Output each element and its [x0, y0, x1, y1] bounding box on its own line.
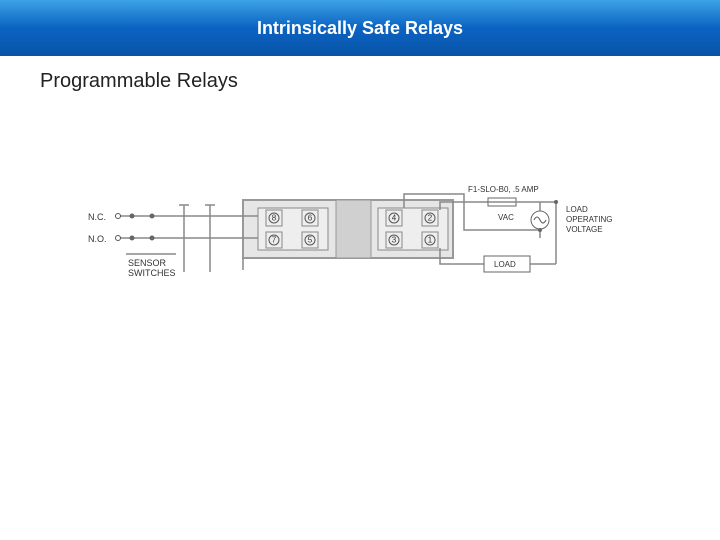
terminal-1: 1	[422, 232, 438, 248]
label-load-op-2: OPERATING	[566, 215, 613, 224]
label-switches: SWITCHES	[128, 268, 176, 278]
no-open-terminal-icon	[116, 236, 121, 241]
svg-text:3: 3	[392, 236, 397, 245]
terminal-8: 8	[266, 210, 282, 226]
label-no: N.O.	[88, 234, 107, 244]
svg-text:5: 5	[308, 236, 313, 245]
label-nc: N.C.	[88, 212, 106, 222]
node-nc-a	[130, 214, 135, 219]
slide-header: Intrinsically Safe Relays	[0, 0, 720, 56]
node-no-a	[130, 236, 135, 241]
terminal-6: 6	[302, 210, 318, 226]
label-fuse: F1-SLO-B0, .5 AMP	[468, 185, 539, 194]
label-load-op-1: LOAD	[566, 205, 588, 214]
wiring-diagram: 8 6 7 5 4 2 3 1	[88, 170, 628, 310]
node-nc-b	[150, 214, 155, 219]
slide-title: Intrinsically Safe Relays	[257, 18, 463, 39]
svg-text:2: 2	[428, 214, 433, 223]
terminal-3: 3	[386, 232, 402, 248]
label-load: LOAD	[494, 260, 516, 269]
svg-text:7: 7	[272, 236, 277, 245]
svg-text:1: 1	[428, 236, 433, 245]
subheading: Programmable Relays	[40, 70, 720, 93]
svg-text:4: 4	[392, 214, 397, 223]
node-ac-mid	[538, 228, 542, 232]
terminal-4: 4	[386, 210, 402, 226]
svg-text:8: 8	[272, 214, 277, 223]
label-sensor: SENSOR	[128, 258, 167, 268]
module-divider	[336, 200, 371, 258]
terminal-2: 2	[422, 210, 438, 226]
nc-open-terminal-icon	[116, 214, 121, 219]
terminal-7: 7	[266, 232, 282, 248]
node-bus-tr	[554, 200, 558, 204]
label-vac: VAC	[498, 213, 514, 222]
svg-text:6: 6	[308, 214, 313, 223]
node-no-b	[150, 236, 155, 241]
label-load-op-3: VOLTAGE	[566, 225, 603, 234]
terminal-5: 5	[302, 232, 318, 248]
